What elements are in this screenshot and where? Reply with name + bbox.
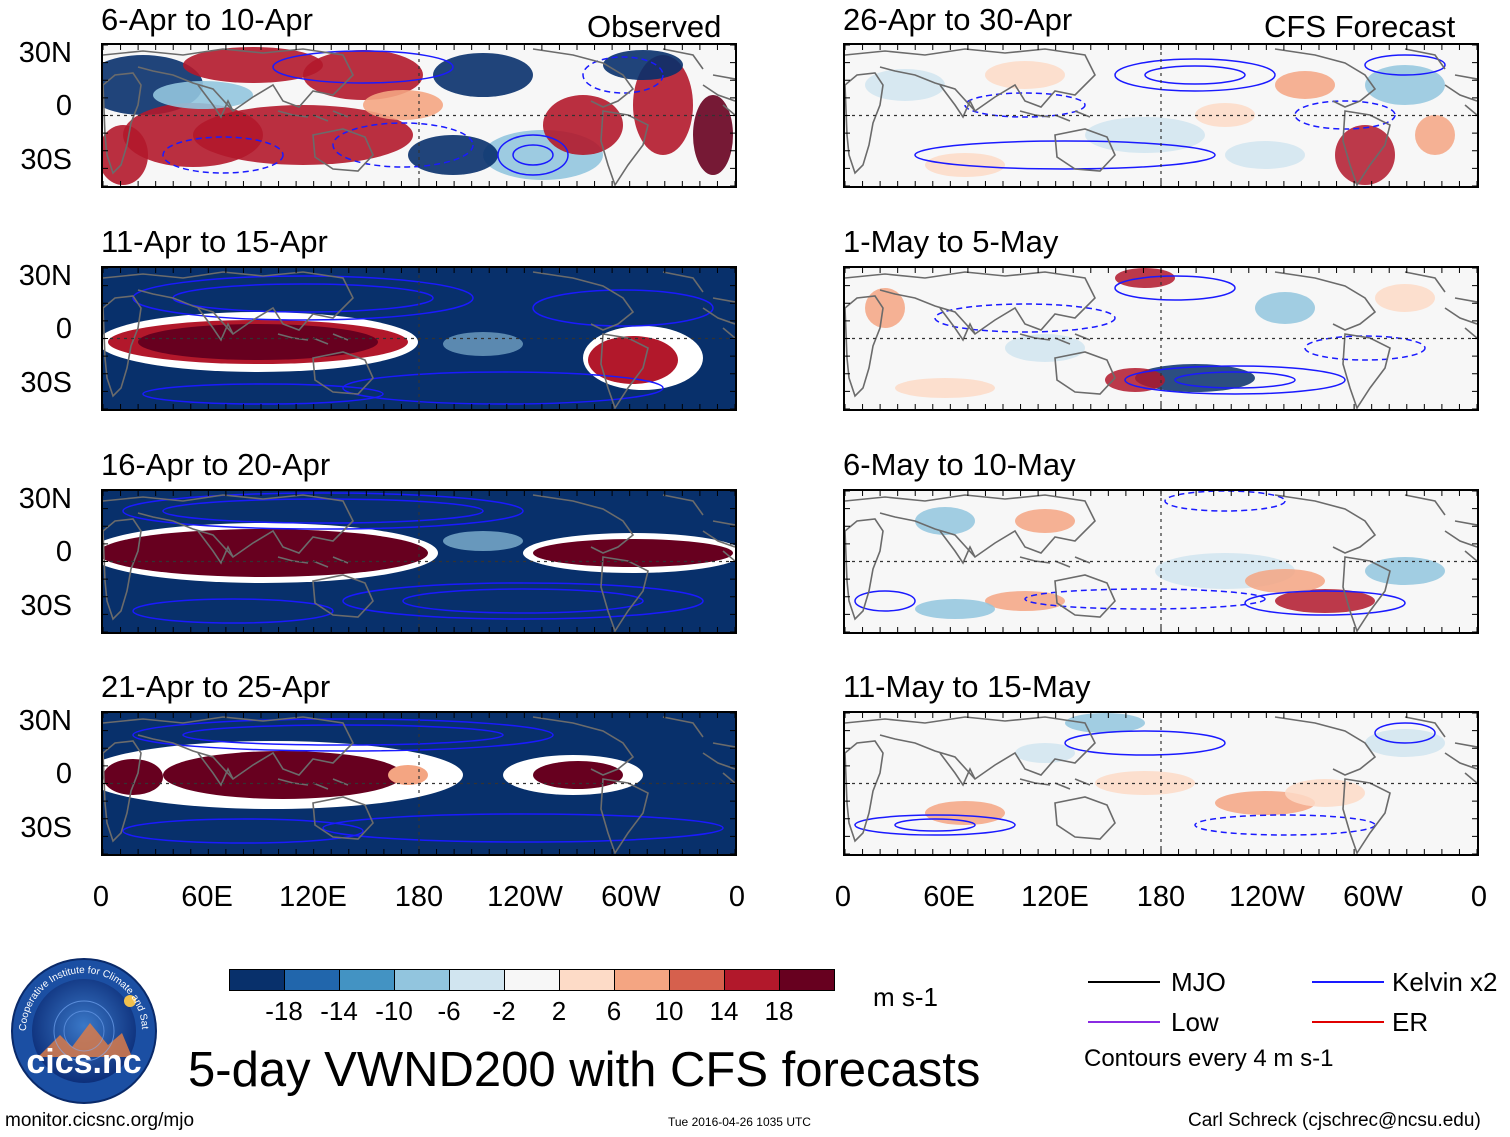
y-tick-label: 30N — [18, 37, 72, 69]
colorbar-swatch-3 — [339, 969, 395, 991]
x-tick-label: 0 — [1470, 881, 1488, 913]
colorbar-swatch-11 — [779, 969, 835, 991]
logo-name: cics.nc — [26, 1043, 142, 1081]
y-tick-label: 30N — [18, 483, 72, 515]
x-tick-label: 180 — [394, 881, 444, 913]
x-tick-label: 0 — [92, 881, 110, 913]
colorbar-units: m s-1 — [873, 982, 938, 1012]
y-tick-label: 30S — [20, 367, 72, 399]
x-tick-label: 120E — [279, 881, 347, 913]
panel-title-left-2: 11-Apr to 15-Apr — [101, 224, 328, 259]
colorbar-label: -2 — [492, 996, 516, 1026]
x-tick-label: 60E — [923, 881, 975, 913]
x-tick-label: 180 — [1136, 881, 1186, 913]
colorbar-swatch-7 — [559, 969, 615, 991]
colorbar-swatch-9 — [669, 969, 725, 991]
x-tick-label: 0 — [728, 881, 746, 913]
colorbar-label: 14 — [709, 996, 739, 1026]
x-tick-label: 0 — [834, 881, 852, 913]
x-tick-label: 60W — [601, 881, 661, 913]
y-tick-label: 0 — [55, 536, 72, 568]
y-tick-label: 30S — [20, 144, 72, 176]
x-tick-label: 60E — [181, 881, 233, 913]
legend-er-label: ER — [1392, 1007, 1429, 1037]
colorbar-label: 10 — [654, 996, 684, 1026]
y-tick-label: 30S — [20, 812, 72, 844]
map-panel-observed-4 — [101, 711, 737, 856]
footer-author: Carl Schreck (cjschrec@ncsu.edu) — [1188, 1110, 1481, 1131]
panel-title-right-2: 1-May to 5-May — [843, 224, 1059, 259]
y-tick-label: 30N — [18, 260, 72, 292]
x-tick-label: 120W — [487, 881, 563, 913]
legend-low-line — [1088, 1021, 1160, 1023]
panel-title-right-4: 11-May to 15-May — [843, 669, 1091, 704]
colorbar-label: -10 — [375, 996, 413, 1026]
x-tick-label: 60W — [1343, 881, 1403, 913]
colorbar-swatch-8 — [614, 969, 670, 991]
map-panel-forecast-2 — [843, 266, 1479, 411]
y-tick-label: 30N — [18, 705, 72, 737]
legend-kelvin-line — [1312, 981, 1384, 983]
map-panel-observed-1 — [101, 43, 737, 188]
legend-kelvin-label: Kelvin x2 — [1392, 967, 1498, 997]
y-tick-label: 0 — [55, 313, 72, 345]
panel-title-right-1: 26-Apr to 30-Apr — [843, 2, 1073, 37]
legend-mjo-label: MJO — [1171, 967, 1226, 997]
colorbar-swatch-5 — [449, 969, 505, 991]
map-panel-forecast-4 — [843, 711, 1479, 856]
observed-label: Observed — [587, 9, 722, 44]
cics-logo: Cooperative Institute for Climate and Sa… — [7, 949, 158, 1105]
cfs-forecast-label: CFS Forecast — [1264, 9, 1456, 44]
map-panel-forecast-1 — [843, 43, 1479, 188]
colorbar-label: 6 — [606, 996, 622, 1026]
x-tick-label: 120W — [1229, 881, 1305, 913]
legend-low-label: Low — [1171, 1007, 1219, 1037]
colorbar-swatch-10 — [724, 969, 780, 991]
panel-title-left-4: 21-Apr to 25-Apr — [101, 669, 331, 704]
y-tick-label: 0 — [55, 758, 72, 790]
footer-url: monitor.cicsnc.org/mjo — [5, 1110, 195, 1131]
colorbar-swatch-2 — [284, 969, 340, 991]
legend-er-line — [1312, 1021, 1384, 1023]
figure-title: 5-day VWND200 with CFS forecasts — [188, 1043, 981, 1097]
legend-mjo-line — [1088, 981, 1160, 983]
contour-interval-note: Contours every 4 m s-1 — [1084, 1045, 1334, 1072]
panel-title-right-3: 6-May to 10-May — [843, 447, 1076, 482]
colorbar-label: 2 — [551, 996, 567, 1026]
colorbar-swatch-1 — [229, 969, 285, 991]
y-tick-label: 30S — [20, 590, 72, 622]
map-panel-observed-2 — [101, 266, 737, 411]
colorbar-label: -18 — [265, 996, 303, 1026]
map-panel-observed-3 — [101, 489, 737, 634]
colorbar-label: 18 — [764, 996, 794, 1026]
colorbar-swatch-6 — [504, 969, 560, 991]
colorbar-label: -6 — [437, 996, 461, 1026]
map-panel-forecast-3 — [843, 489, 1479, 634]
x-tick-label: 120E — [1021, 881, 1089, 913]
panel-title-left-3: 16-Apr to 20-Apr — [101, 447, 331, 482]
y-tick-label: 0 — [55, 90, 72, 122]
colorbar-label: -14 — [320, 996, 358, 1026]
colorbar-swatch-4 — [394, 969, 450, 991]
footer-timestamp: Tue 2016-04-26 1035 UTC — [668, 1115, 811, 1129]
panel-title-left-1: 6-Apr to 10-Apr — [101, 2, 313, 37]
